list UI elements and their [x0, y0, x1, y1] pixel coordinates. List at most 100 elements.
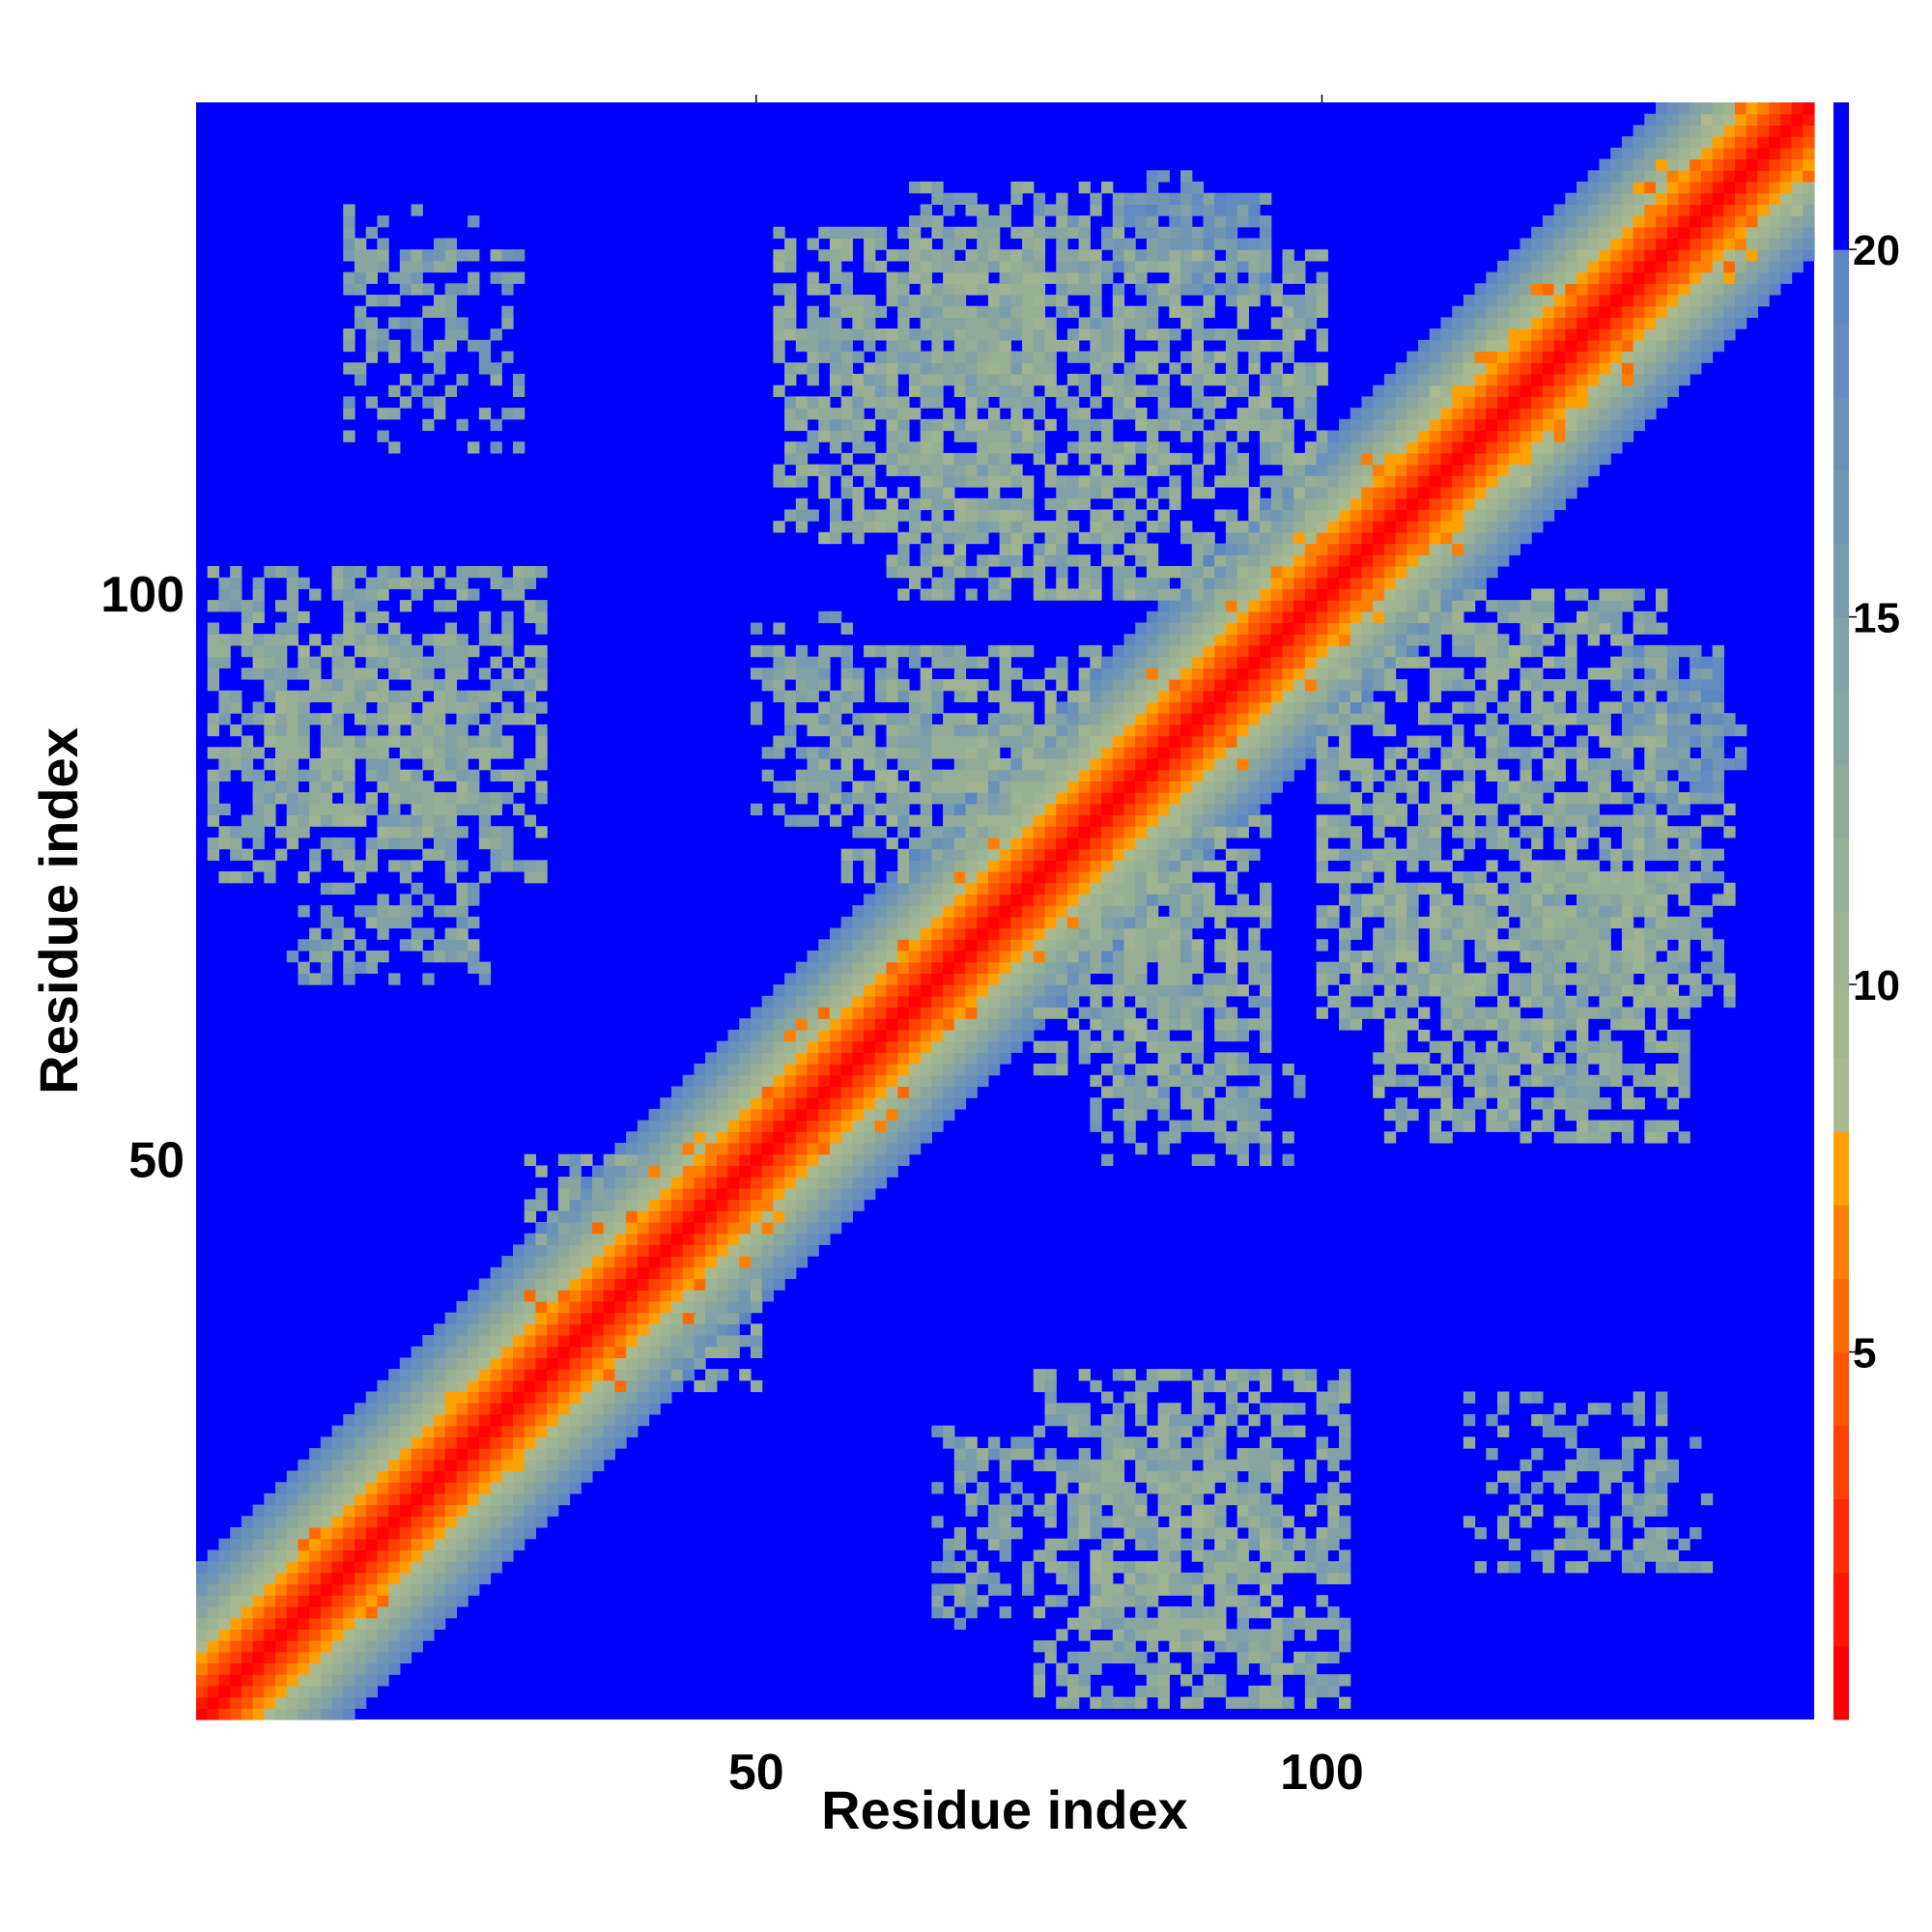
- heatmap-cell: [365, 295, 379, 307]
- heatmap-cell: [365, 577, 379, 589]
- heatmap-cell: [1010, 747, 1023, 759]
- heatmap-cell: [874, 1040, 888, 1053]
- heatmap-cell: [784, 656, 797, 668]
- heatmap-cell: [716, 1369, 729, 1381]
- heatmap-cell: [773, 226, 785, 240]
- heatmap-cell: [1146, 1640, 1159, 1653]
- heatmap-cell: [1056, 984, 1068, 997]
- heatmap-cell: [343, 238, 355, 250]
- heatmap-cell: [943, 927, 955, 940]
- heatmap-cell: [1157, 826, 1170, 838]
- heatmap-cell: [818, 328, 831, 341]
- heatmap-cell: [444, 577, 457, 589]
- heatmap-cell: [897, 588, 910, 601]
- heatmap-cell: [365, 1629, 379, 1641]
- heatmap-cell: [354, 1413, 367, 1427]
- heatmap-cell: [660, 1369, 672, 1381]
- heatmap-cell: [943, 475, 955, 488]
- heatmap-cell: [739, 1040, 752, 1053]
- heatmap-cell: [682, 1131, 695, 1144]
- heatmap-cell: [1191, 543, 1205, 555]
- heatmap-cell: [1010, 769, 1023, 781]
- heatmap-cell: [399, 1526, 412, 1540]
- heatmap-cell: [1180, 408, 1193, 420]
- heatmap-cell: [524, 668, 536, 680]
- heatmap-cell: [309, 1583, 322, 1596]
- heatmap-cell: [490, 418, 502, 432]
- heatmap-cell: [943, 735, 955, 748]
- heatmap-cell: [1022, 973, 1035, 985]
- heatmap-cell: [750, 1256, 763, 1268]
- heatmap-cell: [331, 577, 344, 589]
- heatmap-cell: [852, 497, 865, 511]
- heatmap-cell: [784, 1233, 797, 1245]
- heatmap-cell: [286, 1583, 299, 1596]
- heatmap-cell: [977, 384, 989, 397]
- heatmap-cell: [920, 757, 932, 771]
- heatmap-cell: [444, 1436, 457, 1449]
- heatmap-cell: [931, 747, 944, 759]
- heatmap-cell: [864, 792, 876, 805]
- heatmap-cell: [1101, 475, 1114, 488]
- heatmap-cell: [1066, 871, 1080, 884]
- heatmap-cell: [1112, 713, 1125, 725]
- heatmap-cell: [1169, 871, 1181, 884]
- heatmap-cell: [807, 339, 819, 353]
- heatmap-cell: [264, 1572, 276, 1585]
- heatmap-cell: [852, 848, 865, 861]
- heatmap-cell: [218, 769, 231, 781]
- heatmap-cell: [1010, 384, 1023, 397]
- heatmap-cell: [1203, 1448, 1215, 1461]
- heatmap-cell: [1180, 803, 1193, 816]
- heatmap-cell: [953, 1448, 967, 1461]
- heatmap-cell: [207, 1696, 220, 1709]
- heatmap-cell: [750, 1165, 763, 1178]
- heatmap-cell: [603, 1403, 615, 1415]
- heatmap-cell: [399, 792, 412, 805]
- heatmap-cell: [1169, 600, 1181, 612]
- heatmap-cell: [411, 1629, 423, 1641]
- heatmap-cell: [1180, 430, 1193, 442]
- heatmap-cell: [196, 1640, 209, 1653]
- heatmap-cell: [705, 1244, 718, 1257]
- heatmap-cell: [1090, 995, 1102, 1009]
- heatmap-cell: [320, 769, 333, 781]
- heatmap-cell: [377, 713, 389, 725]
- heatmap-cell: [1123, 848, 1136, 861]
- heatmap-cell: [1157, 1413, 1170, 1427]
- heatmap-cell: [953, 961, 967, 974]
- heatmap-cell: [298, 1685, 310, 1698]
- heatmap-cell: [1191, 1074, 1205, 1088]
- heatmap-cell: [784, 1256, 797, 1268]
- heatmap-cell: [456, 860, 469, 872]
- heatmap-cell: [230, 1549, 242, 1562]
- heatmap-cell: [864, 894, 876, 906]
- heatmap-cell: [1022, 848, 1035, 861]
- heatmap-cell: [388, 408, 401, 420]
- heatmap-cell: [1180, 1696, 1193, 1709]
- heatmap-cell: [547, 1391, 559, 1404]
- heatmap-cell: [943, 1108, 955, 1122]
- heatmap-cell: [230, 1696, 242, 1709]
- heatmap-cell: [1157, 769, 1170, 781]
- heatmap-cell: [626, 1312, 639, 1324]
- heatmap-cell: [354, 1526, 367, 1540]
- heatmap-cell: [241, 1538, 254, 1551]
- heatmap-cell: [331, 1436, 344, 1449]
- heatmap-cell: [512, 565, 526, 579]
- heatmap-cell: [547, 1459, 559, 1472]
- heatmap-cell: [1180, 170, 1193, 183]
- heatmap-cell: [1169, 1131, 1181, 1144]
- heatmap-cell: [716, 1233, 729, 1245]
- heatmap-cell: [931, 1120, 944, 1132]
- heatmap-cell: [1180, 837, 1193, 850]
- heatmap-cell: [1169, 848, 1181, 861]
- heatmap-cell: [557, 1290, 571, 1302]
- heatmap-cell: [1157, 927, 1170, 940]
- heatmap-cell: [1066, 973, 1080, 985]
- heatmap-cell: [908, 226, 922, 240]
- heatmap-cell: [524, 1369, 536, 1381]
- heatmap-cell: [433, 1413, 446, 1427]
- heatmap-cell: [422, 792, 435, 805]
- heatmap-cell: [1090, 1459, 1102, 1472]
